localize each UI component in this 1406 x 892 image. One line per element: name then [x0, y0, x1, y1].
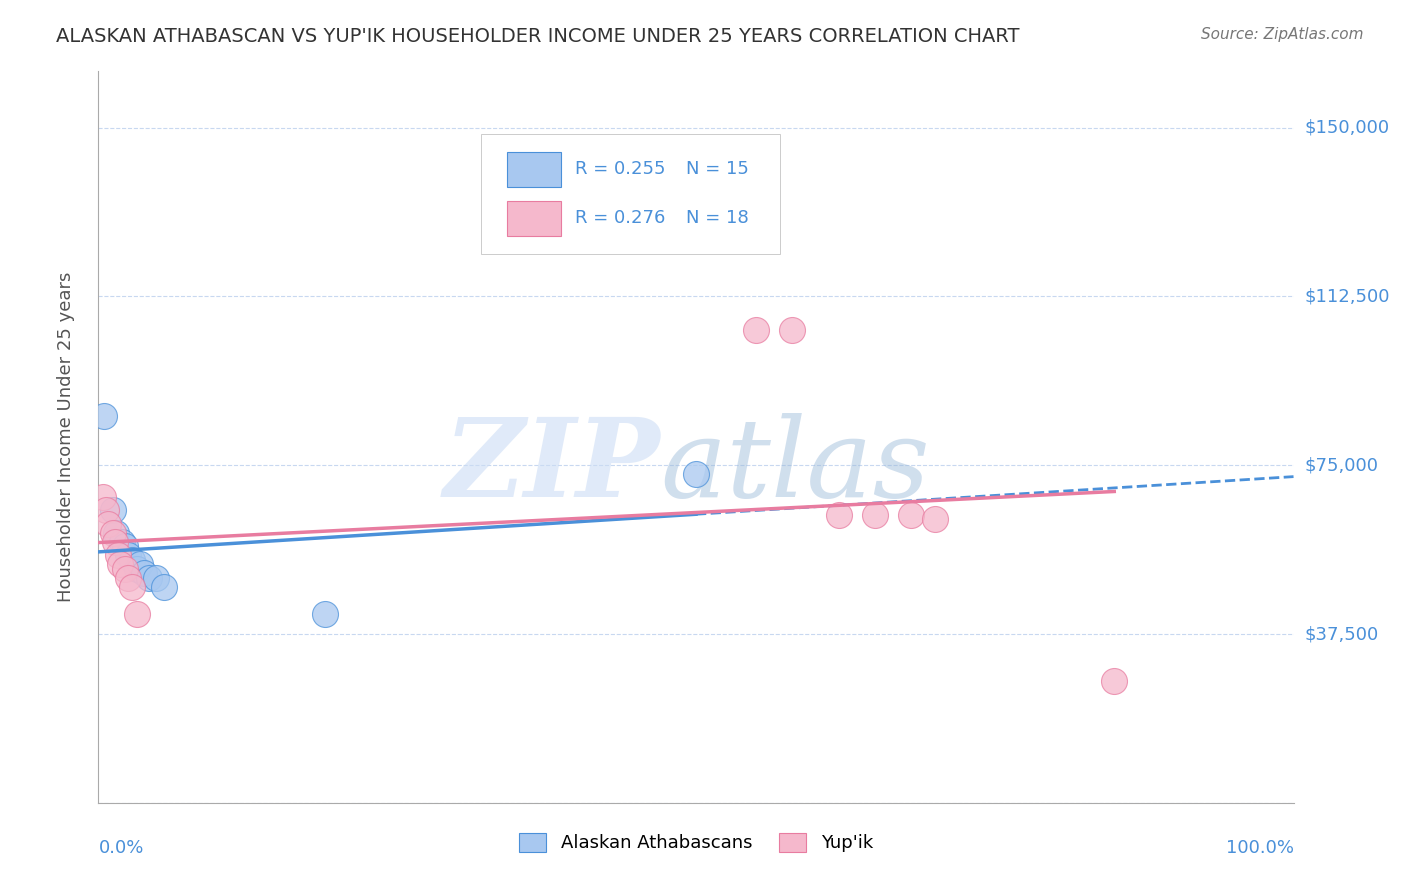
Point: [145, 571, 167, 585]
Point: [101, 525, 124, 540]
Point: [132, 566, 155, 581]
Text: N = 15: N = 15: [686, 161, 749, 178]
Point: [129, 558, 152, 572]
Text: R = 0.255: R = 0.255: [575, 161, 666, 178]
Point: [107, 548, 129, 562]
Point: [97, 516, 120, 531]
Text: N = 18: N = 18: [686, 210, 749, 227]
Point: [93, 409, 115, 423]
Point: [91, 490, 114, 504]
Point: [114, 539, 136, 553]
Point: [111, 534, 134, 549]
Point: [745, 323, 768, 337]
Point: [780, 323, 803, 337]
FancyBboxPatch shape: [481, 134, 780, 254]
Point: [104, 534, 127, 549]
Point: [1104, 674, 1126, 689]
Text: $37,500: $37,500: [1305, 625, 1379, 643]
Point: [125, 607, 148, 621]
Point: [121, 553, 143, 567]
Point: [108, 558, 131, 572]
Point: [924, 512, 946, 526]
Point: [685, 467, 707, 482]
Point: [101, 503, 124, 517]
Bar: [508, 152, 561, 187]
Point: [117, 548, 139, 562]
Point: [138, 571, 160, 585]
Point: [125, 562, 148, 576]
Point: [114, 562, 136, 576]
Point: [153, 580, 176, 594]
Text: 0.0%: 0.0%: [98, 839, 143, 857]
Legend: Alaskan Athabascans, Yup'ik: Alaskan Athabascans, Yup'ik: [512, 826, 880, 860]
Point: [105, 525, 128, 540]
Bar: [508, 201, 561, 235]
Point: [117, 571, 139, 585]
Text: ZIP: ZIP: [443, 413, 661, 520]
Y-axis label: Householder Income Under 25 years: Householder Income Under 25 years: [56, 272, 75, 602]
Text: 100.0%: 100.0%: [1226, 839, 1294, 857]
Text: $112,500: $112,500: [1305, 287, 1391, 305]
Point: [315, 607, 337, 621]
Text: atlas: atlas: [661, 413, 929, 520]
Text: ALASKAN ATHABASCAN VS YUP'IK HOUSEHOLDER INCOME UNDER 25 YEARS CORRELATION CHART: ALASKAN ATHABASCAN VS YUP'IK HOUSEHOLDER…: [56, 27, 1019, 45]
Point: [900, 508, 922, 522]
Text: Source: ZipAtlas.com: Source: ZipAtlas.com: [1201, 27, 1364, 42]
Text: R = 0.276: R = 0.276: [575, 210, 665, 227]
Point: [94, 503, 117, 517]
Point: [121, 580, 143, 594]
Text: $75,000: $75,000: [1305, 456, 1379, 475]
Text: $150,000: $150,000: [1305, 119, 1389, 136]
Point: [865, 508, 887, 522]
Point: [828, 508, 851, 522]
